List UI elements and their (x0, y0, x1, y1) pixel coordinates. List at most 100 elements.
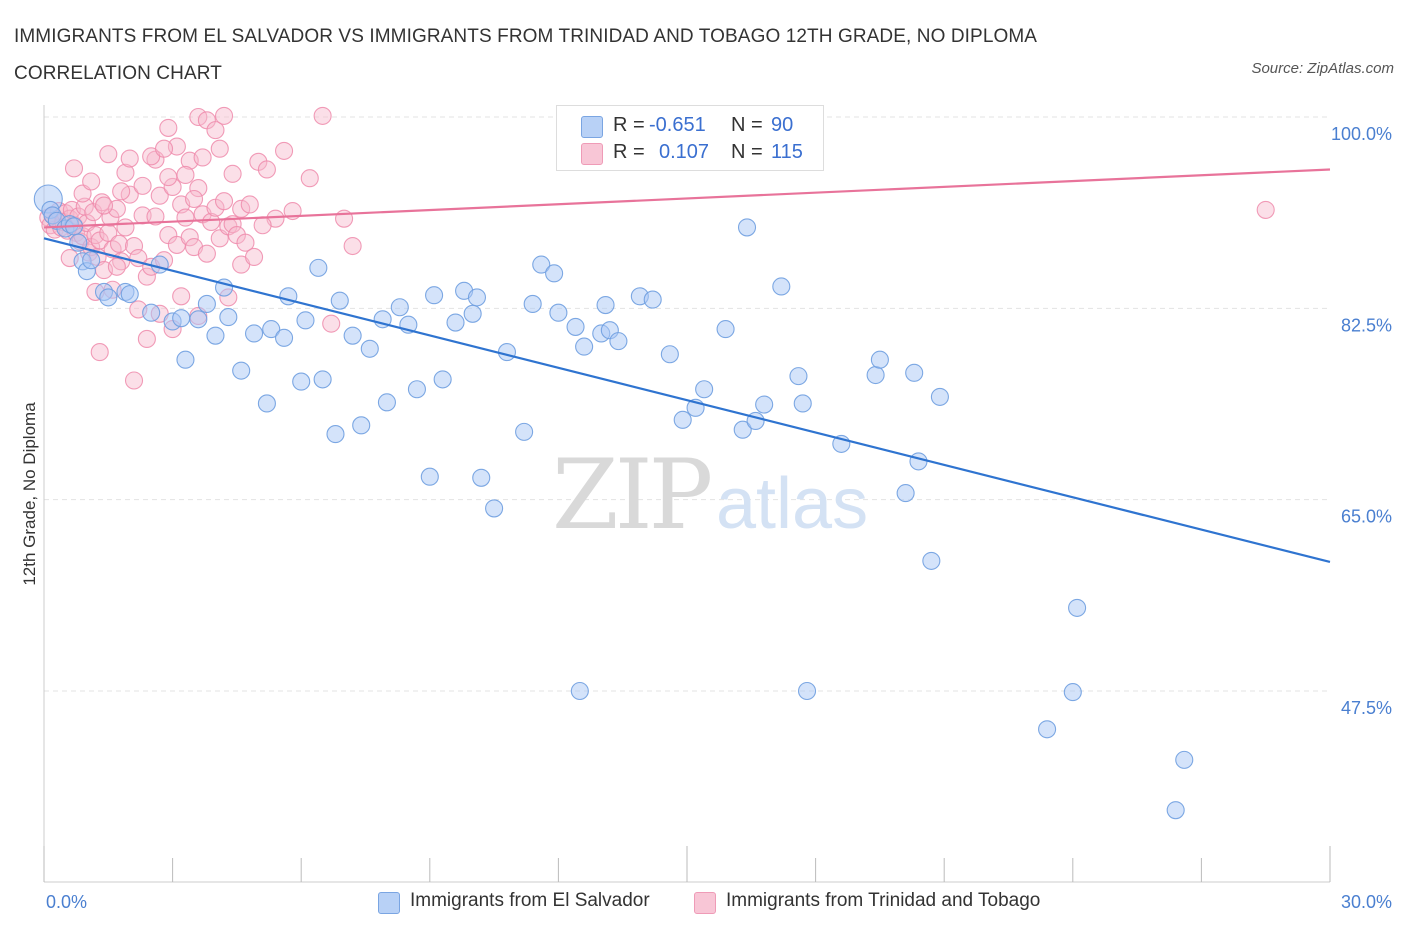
data-point-elsalvador (596, 296, 615, 315)
data-point-elsalvador (176, 350, 195, 369)
data-point-elsalvador (142, 303, 161, 322)
data-point-trinidad (244, 247, 264, 266)
data-point-elsalvador (326, 425, 345, 444)
data-point-elsalvador (232, 361, 251, 380)
data-point-elsalvador (870, 350, 889, 369)
data-point-elsalvador (99, 288, 118, 307)
data-point-trinidad (214, 106, 234, 125)
data-point-elsalvador (793, 394, 812, 413)
data-point-elsalvador (463, 304, 482, 323)
data-point-elsalvador (352, 416, 371, 435)
data-point-elsalvador (755, 395, 774, 414)
data-point-trinidad (112, 182, 131, 201)
y-tick-label: 65.0% (1341, 507, 1392, 527)
data-point-trinidad (313, 106, 332, 125)
data-point-elsalvador (433, 370, 452, 389)
data-point-elsalvador (172, 309, 191, 328)
data-point-elsalvador (309, 258, 328, 277)
watermark-zip: ZIP (552, 439, 711, 551)
data-point-elsalvador (313, 370, 332, 389)
data-point-trinidad (92, 193, 111, 212)
data-point-elsalvador (446, 313, 465, 332)
data-point-trinidad (159, 168, 178, 187)
data-point-trinidad (193, 148, 212, 167)
data-point-elsalvador (330, 291, 349, 310)
data-point-elsalvador (1038, 720, 1057, 739)
watermark-atlas: atlas (716, 464, 868, 544)
data-point-elsalvador (905, 363, 924, 382)
data-point-trinidad (189, 179, 208, 198)
data-point-trinidad (343, 236, 362, 256)
data-point-trinidad (214, 192, 234, 211)
x-tick-label: 0.0% (46, 892, 87, 912)
data-point-elsalvador (292, 372, 311, 391)
data-point-elsalvador (257, 394, 276, 413)
data-point-elsalvador (733, 420, 752, 439)
data-point-trinidad (150, 186, 169, 205)
data-point-trinidad (137, 267, 156, 286)
data-point-elsalvador (407, 380, 426, 399)
data-point-elsalvador (643, 290, 662, 309)
data-point-elsalvador (262, 320, 281, 339)
data-point-trinidad (137, 329, 156, 348)
data-point-trinidad (107, 257, 126, 276)
data-point-elsalvador (360, 339, 379, 358)
data-point-elsalvador (485, 499, 504, 518)
data-point-elsalvador (377, 393, 396, 412)
data-point-elsalvador (549, 303, 568, 322)
x-tick-label: 30.0% (1341, 892, 1392, 912)
data-point-trinidad (197, 244, 216, 263)
data-point-trinidad (322, 314, 341, 333)
data-point-trinidad (172, 287, 191, 306)
data-point-trinidad (184, 189, 204, 209)
data-point-elsalvador (244, 324, 264, 343)
data-point-trinidad (90, 343, 109, 362)
data-point-trinidad (120, 149, 139, 168)
data-point-elsalvador (296, 311, 315, 330)
chart-source: Source: ZipAtlas.com (1251, 60, 1394, 77)
data-point-elsalvador (472, 468, 491, 487)
data-point-elsalvador (575, 337, 594, 356)
y-axis-label: 12th Grade, No Diploma (20, 402, 39, 586)
data-point-elsalvador (425, 286, 444, 305)
data-point-trinidad (257, 160, 276, 179)
data-point-elsalvador (420, 467, 439, 486)
data-point-trinidad (253, 216, 272, 235)
data-point-elsalvador (197, 294, 216, 314)
bottom-legend-swatch-blue (378, 892, 400, 914)
data-point-elsalvador (497, 343, 517, 362)
data-point-trinidad (210, 139, 229, 158)
data-point-elsalvador (120, 285, 139, 304)
data-point-trinidad (206, 121, 225, 140)
data-point-trinidad (223, 164, 242, 183)
trend-line-trinidad (43, 168, 1331, 229)
data-point-trinidad (1256, 200, 1275, 219)
data-point-elsalvador (609, 332, 628, 351)
data-point-elsalvador (523, 294, 542, 314)
data-point-elsalvador (772, 277, 791, 296)
data-point-elsalvador (1175, 750, 1194, 769)
data-point-elsalvador (219, 308, 238, 327)
y-tick-label: 47.5% (1341, 698, 1392, 718)
legend-swatch-blue (581, 116, 603, 138)
legend-n-value: 90 (771, 114, 794, 136)
data-point-trinidad (176, 208, 195, 227)
data-point-elsalvador (467, 288, 487, 307)
data-point-trinidad (154, 139, 174, 158)
data-point-trinidad (159, 118, 178, 137)
data-point-elsalvador (789, 367, 808, 386)
data-point-elsalvador (1068, 598, 1087, 617)
data-point-elsalvador (922, 551, 941, 570)
data-point-trinidad (300, 169, 319, 188)
data-point-elsalvador (545, 264, 564, 283)
data-point-trinidad (124, 371, 144, 390)
data-point-elsalvador (390, 298, 409, 317)
data-point-elsalvador (515, 422, 534, 441)
data-point-trinidad (163, 177, 182, 197)
data-point-elsalvador (909, 452, 928, 471)
legend-box: R = -0.651 N = 90 R = 0.107 N = 115 (556, 105, 824, 171)
data-point-elsalvador (275, 328, 294, 347)
data-point-trinidad (202, 212, 221, 232)
legend-n-value: 115 (771, 141, 803, 163)
